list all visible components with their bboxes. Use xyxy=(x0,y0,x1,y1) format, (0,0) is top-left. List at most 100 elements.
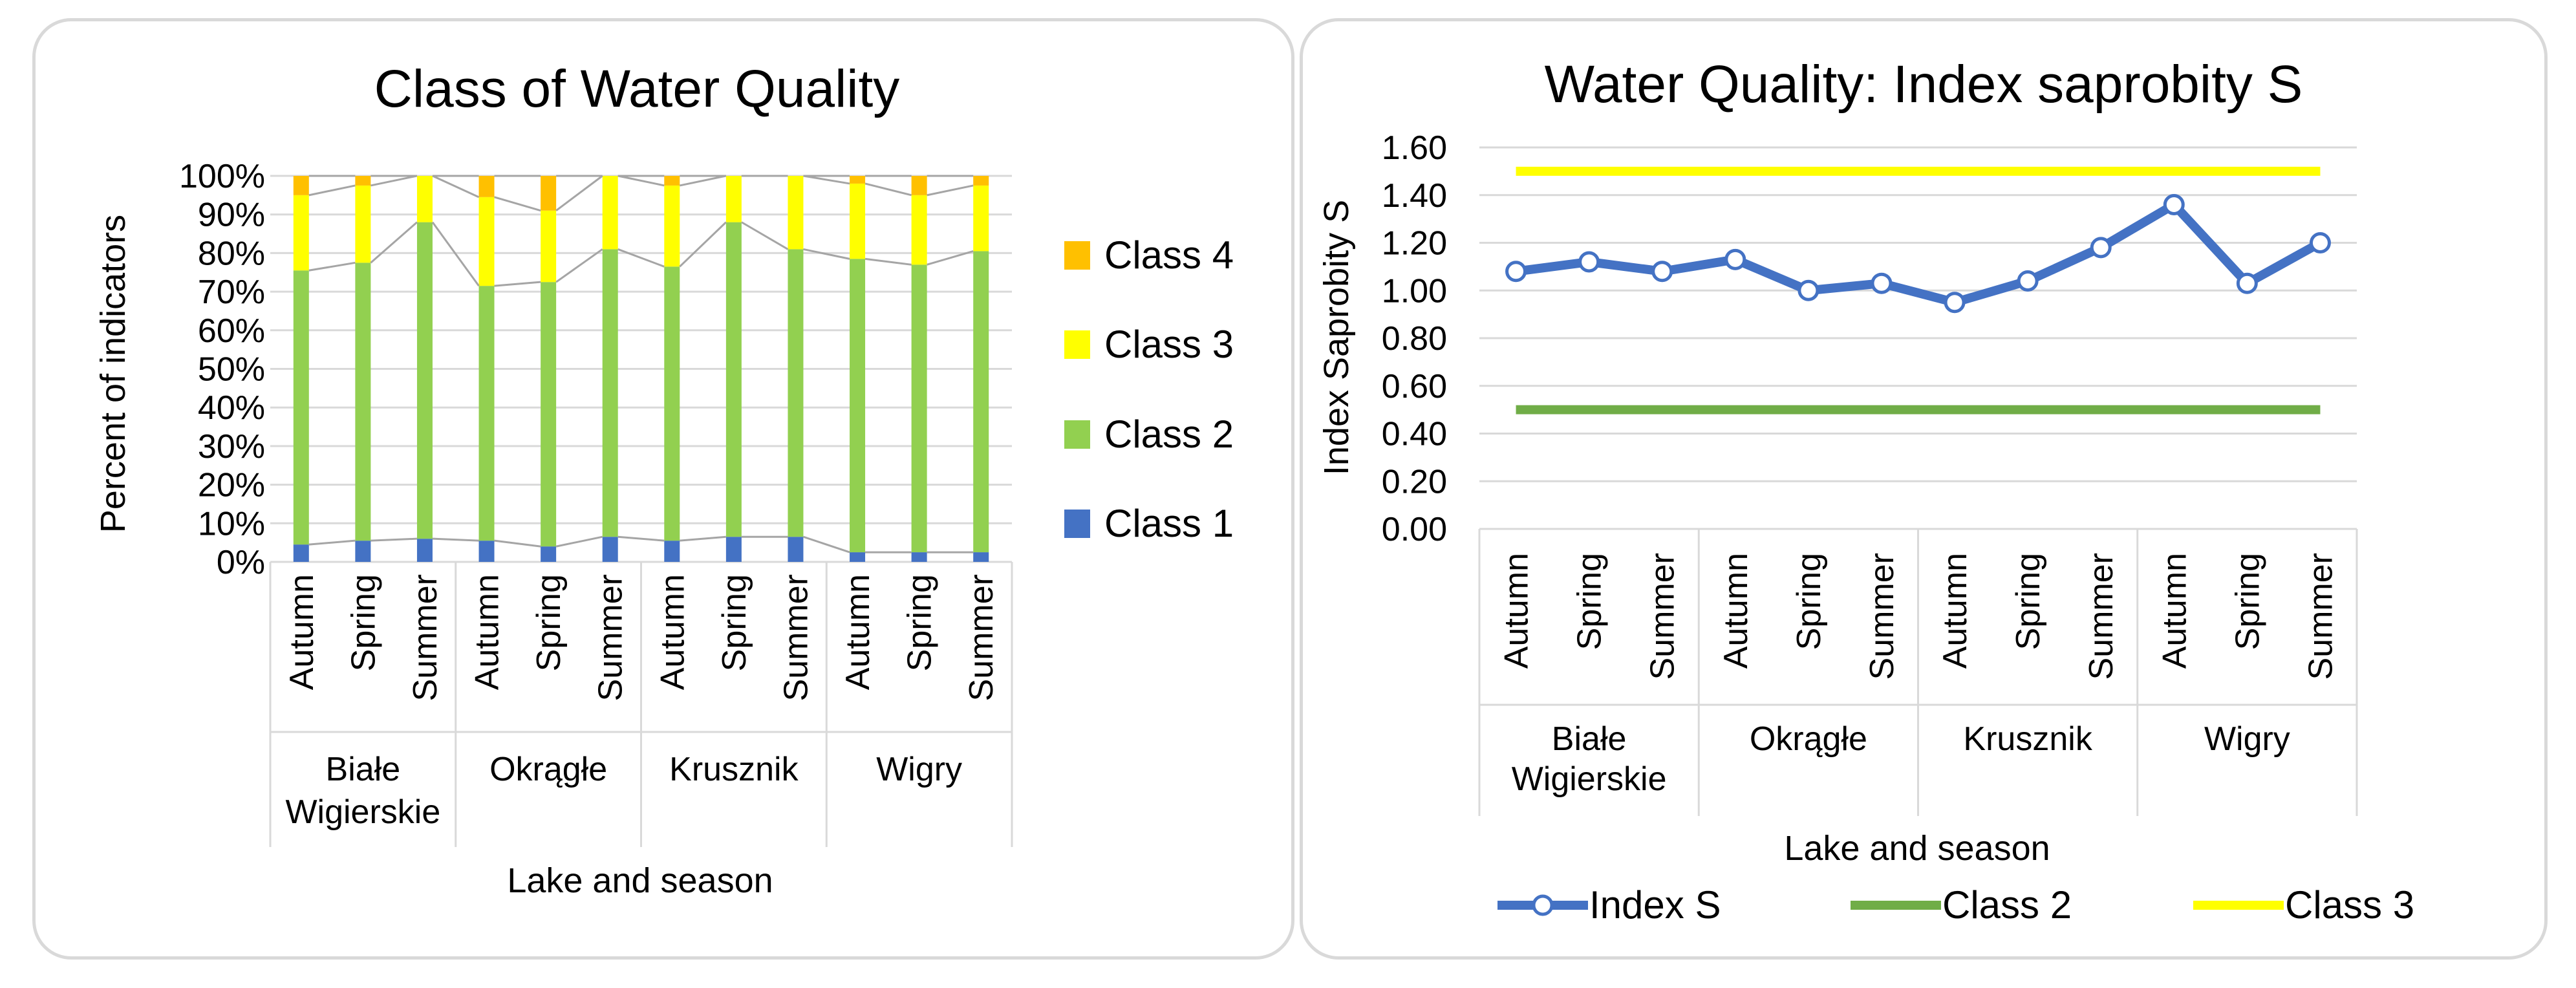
right-lake-label: Wigierskie xyxy=(1512,760,1667,798)
legend-swatch-class-1 xyxy=(1064,510,1090,538)
left-season-label: Summer xyxy=(777,574,815,701)
index-s-marker-9 xyxy=(2163,194,2185,215)
left-season-label: Summer xyxy=(592,574,630,701)
left-lake-label: Białe xyxy=(326,751,401,788)
series-connector-line xyxy=(555,535,603,548)
left-y-tick-label: 90% xyxy=(198,197,265,234)
legend-swatch-class-3 xyxy=(1064,330,1090,359)
bar-class-1-5 xyxy=(602,537,618,562)
bar-class-2-3 xyxy=(478,286,495,541)
index-s-marker-8 xyxy=(2090,237,2112,259)
series-connector-line xyxy=(617,248,665,268)
series-connector-line xyxy=(927,184,974,197)
left-season-label: Summer xyxy=(407,574,444,701)
bar-class-2-6 xyxy=(664,266,680,541)
series-connector-line xyxy=(617,175,665,187)
right-y-tick-label: 0.80 xyxy=(1382,320,1447,358)
bar-class-3-9 xyxy=(850,183,866,259)
bar-class-3-2 xyxy=(416,176,433,222)
series-connector-line xyxy=(308,261,356,272)
left-season-label: Autumn xyxy=(469,574,506,690)
bar-class-1-8 xyxy=(788,537,804,562)
series-connector-line xyxy=(432,537,479,542)
left-lake-label: Krusznik xyxy=(669,751,799,788)
series-connector-line xyxy=(555,175,603,211)
series-connector-line xyxy=(927,250,974,266)
index-s-marker-4 xyxy=(1798,279,1819,301)
left-season-label: Summer xyxy=(963,574,1000,701)
legend-label-class-2: Class 2 xyxy=(1104,413,1234,456)
legend-label-class-1: Class 1 xyxy=(1104,502,1234,545)
right-season-label: Autumn xyxy=(1717,553,1755,669)
bar-class-1-1 xyxy=(355,541,371,562)
bar-class-3-6 xyxy=(664,185,680,267)
legend-swatch-class-2 xyxy=(1064,420,1090,449)
right-y-tick-label: 0.20 xyxy=(1382,463,1447,500)
right-season-label: Autumn xyxy=(1937,553,1974,669)
right-season-label: Spring xyxy=(2010,553,2047,650)
series-connector-line xyxy=(370,537,418,542)
bar-class-2-11 xyxy=(973,251,989,553)
bar-class-1-7 xyxy=(725,537,742,562)
legend-label-class-2: Class 2 xyxy=(1942,883,2072,927)
series-connector-line xyxy=(617,535,665,542)
left-y-tick-label: 60% xyxy=(198,312,265,350)
series-connector-line xyxy=(308,539,356,546)
left-season-label: Spring xyxy=(530,574,568,671)
bar-class-3-5 xyxy=(602,176,618,250)
left-y-axis-title: Percent of indicators xyxy=(94,215,133,533)
bar-class-3-11 xyxy=(973,185,989,252)
right-y-axis-title: Index Saprobity S xyxy=(1317,200,1356,475)
legend-label-class-3: Class 3 xyxy=(2285,883,2414,927)
index-s-marker-5 xyxy=(1871,272,1893,294)
bar-class-1-10 xyxy=(911,552,927,562)
right-y-tick-label: 1.60 xyxy=(1382,129,1447,167)
legend-marker-index-s xyxy=(1532,894,1554,916)
bar-class-3-8 xyxy=(788,176,804,250)
left-y-tick-label: 0% xyxy=(217,544,265,581)
right-lake-label: Wigry xyxy=(2204,720,2290,758)
left-chart-title: Class of Water Quality xyxy=(374,59,900,118)
bar-class-3-10 xyxy=(911,195,927,265)
series-connector-line xyxy=(864,182,912,197)
left-season-label: Autumn xyxy=(283,574,321,690)
series-connector-line xyxy=(431,221,480,287)
series-connector-line xyxy=(679,221,727,268)
bar-class-4-1 xyxy=(355,176,371,186)
legend-label-class-3: Class 3 xyxy=(1104,323,1234,366)
bar-class-1-9 xyxy=(850,552,866,562)
bar-class-2-1 xyxy=(355,263,371,541)
left-lake-label: Wigry xyxy=(876,751,962,788)
legend-swatch-class-4 xyxy=(1064,241,1090,270)
index-s-marker-7 xyxy=(2017,270,2039,292)
right-lake-label: Krusznik xyxy=(1963,720,2092,758)
bar-class-2-2 xyxy=(416,222,433,539)
series-connector-line xyxy=(370,175,418,187)
bar-class-4-11 xyxy=(973,176,989,186)
right-season-label: Spring xyxy=(1571,553,1609,650)
index-s-marker-10 xyxy=(2236,272,2258,294)
bar-class-2-0 xyxy=(293,270,309,545)
bar-class-2-4 xyxy=(541,282,557,547)
right-season-label: Autumn xyxy=(2156,553,2193,669)
left-y-tick-label: 70% xyxy=(198,274,265,311)
series-connector-line xyxy=(679,175,727,187)
bar-class-2-10 xyxy=(911,264,927,553)
bar-class-2-7 xyxy=(725,222,742,537)
right-y-tick-label: 1.20 xyxy=(1382,225,1447,263)
left-season-label: Autumn xyxy=(839,574,877,690)
left-x-axis-title: Lake and season xyxy=(507,861,773,900)
bar-class-1-3 xyxy=(478,541,495,562)
right-lake-label: Okrągłe xyxy=(1750,720,1867,758)
bar-class-3-3 xyxy=(478,197,495,286)
right-lake-label: Białe xyxy=(1552,720,1627,758)
legend-label-class-4: Class 4 xyxy=(1104,233,1234,277)
bar-class-4-10 xyxy=(911,176,927,195)
right-y-tick-label: 0.00 xyxy=(1382,511,1447,548)
bar-class-2-5 xyxy=(602,249,618,537)
left-y-tick-label: 20% xyxy=(198,467,265,504)
left-chart-plot: 0%10%20%30%40%50%60%70%80%90%100% Autumn S… xyxy=(179,158,1234,847)
series-connector-line xyxy=(494,196,541,212)
series-connector-line xyxy=(680,535,726,542)
left-lake-label: Okrągłe xyxy=(489,751,607,788)
